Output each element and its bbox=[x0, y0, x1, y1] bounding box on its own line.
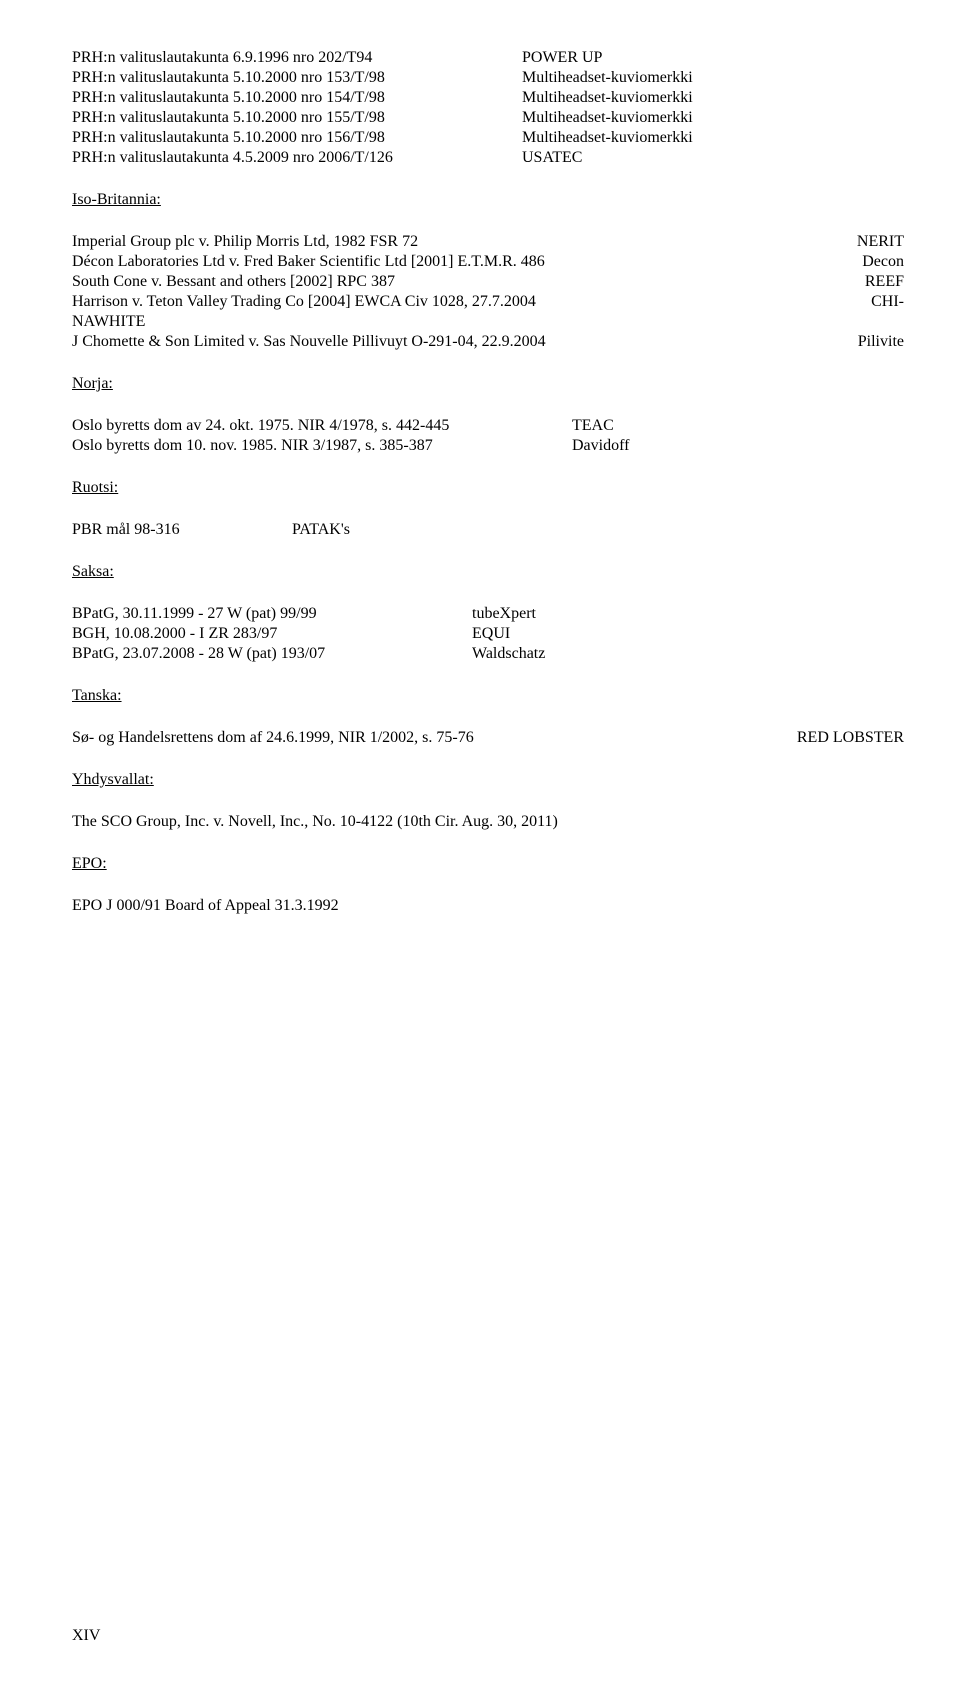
row: Imperial Group plc v. Philip Morris Ltd,… bbox=[72, 232, 904, 252]
case-ref: BGH, 10.08.2000 - I ZR 283/97 bbox=[72, 624, 472, 644]
case-ref: PBR mål 98-316 bbox=[72, 520, 292, 540]
row: BPatG, 30.11.1999 - 27 W (pat) 99/99tube… bbox=[72, 604, 904, 624]
row: Oslo byretts dom 10. nov. 1985. NIR 3/19… bbox=[72, 436, 904, 456]
heading-iso-britannia: Iso-Britannia: bbox=[72, 190, 904, 210]
tanska-row: Sø- og Handelsrettens dom af 24.6.1999, … bbox=[72, 728, 904, 748]
heading-norja: Norja: bbox=[72, 374, 904, 394]
case-ref: Sø- og Handelsrettens dom af 24.6.1999, … bbox=[72, 728, 797, 748]
case-ref: Décon Laboratories Ltd v. Fred Baker Sci… bbox=[72, 252, 862, 272]
heading-epo: EPO: bbox=[72, 854, 904, 874]
row: BGH, 10.08.2000 - I ZR 283/97EQUI bbox=[72, 624, 904, 644]
case-ref: Oslo byretts dom 10. nov. 1985. NIR 3/19… bbox=[72, 436, 572, 456]
top-case-list: PRH:n valituslautakunta 6.9.1996 nro 202… bbox=[72, 48, 904, 168]
case-ref: Imperial Group plc v. Philip Morris Ltd,… bbox=[72, 232, 857, 252]
case-ref: PRH:n valituslautakunta 5.10.2000 nro 15… bbox=[72, 108, 522, 128]
row: Harrison v. Teton Valley Trading Co [200… bbox=[72, 292, 904, 312]
case-name: Multiheadset-kuviomerkki bbox=[522, 88, 693, 108]
row: PRH:n valituslautakunta 4.5.2009 nro 200… bbox=[72, 148, 904, 168]
row: PRH:n valituslautakunta 6.9.1996 nro 202… bbox=[72, 48, 904, 68]
norja-list: Oslo byretts dom av 24. okt. 1975. NIR 4… bbox=[72, 416, 904, 456]
row: PRH:n valituslautakunta 5.10.2000 nro 15… bbox=[72, 68, 904, 88]
heading-ruotsi: Ruotsi: bbox=[72, 478, 904, 498]
case-ref: South Cone v. Bessant and others [2002] … bbox=[72, 272, 865, 292]
case-name: Multiheadset-kuviomerkki bbox=[522, 108, 693, 128]
row: Oslo byretts dom av 24. okt. 1975. NIR 4… bbox=[72, 416, 904, 436]
us-line: The SCO Group, Inc. v. Novell, Inc., No.… bbox=[72, 812, 904, 832]
case-ref: BPatG, 30.11.1999 - 27 W (pat) 99/99 bbox=[72, 604, 472, 624]
gb-list: Imperial Group plc v. Philip Morris Ltd,… bbox=[72, 232, 904, 352]
heading-yhdysvallat: Yhdysvallat: bbox=[72, 770, 904, 790]
row: Décon Laboratories Ltd v. Fred Baker Sci… bbox=[72, 252, 904, 272]
case-ref: PRH:n valituslautakunta 5.10.2000 nro 15… bbox=[72, 68, 522, 88]
case-name: PATAK's bbox=[292, 521, 350, 538]
case-name: EQUI bbox=[472, 625, 510, 642]
case-ref: BPatG, 23.07.2008 - 28 W (pat) 193/07 bbox=[72, 644, 472, 664]
case-name: Davidoff bbox=[572, 437, 629, 454]
row: PRH:n valituslautakunta 5.10.2000 nro 15… bbox=[72, 88, 904, 108]
saksa-list: BPatG, 30.11.1999 - 27 W (pat) 99/99tube… bbox=[72, 604, 904, 664]
row: NAWHITE bbox=[72, 312, 904, 332]
row: PRH:n valituslautakunta 5.10.2000 nro 15… bbox=[72, 108, 904, 128]
case-name: RED LOBSTER bbox=[797, 728, 904, 748]
case-name: TEAC bbox=[572, 417, 614, 434]
case-ref: PRH:n valituslautakunta 5.10.2000 nro 15… bbox=[72, 128, 522, 148]
epo-line: EPO J 000/91 Board of Appeal 31.3.1992 bbox=[72, 896, 904, 916]
page-number: XIV bbox=[72, 1626, 100, 1646]
heading-tanska: Tanska: bbox=[72, 686, 904, 706]
case-name: CHI- bbox=[871, 292, 904, 312]
case-name: Waldschatz bbox=[472, 645, 545, 662]
case-name: Multiheadset-kuviomerkki bbox=[522, 68, 693, 88]
case-name: Pilivite bbox=[858, 332, 904, 352]
row: J Chomette & Son Limited v. Sas Nouvelle… bbox=[72, 332, 904, 352]
case-ref: Oslo byretts dom av 24. okt. 1975. NIR 4… bbox=[72, 416, 572, 436]
case-ref: J Chomette & Son Limited v. Sas Nouvelle… bbox=[72, 332, 858, 352]
row: BPatG, 23.07.2008 - 28 W (pat) 193/07Wal… bbox=[72, 644, 904, 664]
case-ref: PRH:n valituslautakunta 6.9.1996 nro 202… bbox=[72, 48, 522, 68]
case-name: USATEC bbox=[522, 148, 582, 168]
case-name: NERIT bbox=[857, 232, 904, 252]
case-name: Decon bbox=[862, 252, 904, 272]
case-name: POWER UP bbox=[522, 48, 602, 68]
case-ref: PRH:n valituslautakunta 5.10.2000 nro 15… bbox=[72, 88, 522, 108]
heading-saksa: Saksa: bbox=[72, 562, 904, 582]
case-ref: Harrison v. Teton Valley Trading Co [200… bbox=[72, 292, 871, 312]
case-name: REEF bbox=[865, 272, 904, 292]
row: South Cone v. Bessant and others [2002] … bbox=[72, 272, 904, 292]
case-ref: NAWHITE bbox=[72, 312, 904, 332]
case-name: tubeXpert bbox=[472, 605, 536, 622]
case-ref: PRH:n valituslautakunta 4.5.2009 nro 200… bbox=[72, 148, 522, 168]
row: PRH:n valituslautakunta 5.10.2000 nro 15… bbox=[72, 128, 904, 148]
case-name: Multiheadset-kuviomerkki bbox=[522, 128, 693, 148]
ruotsi-row: PBR mål 98-316PATAK's bbox=[72, 520, 904, 540]
